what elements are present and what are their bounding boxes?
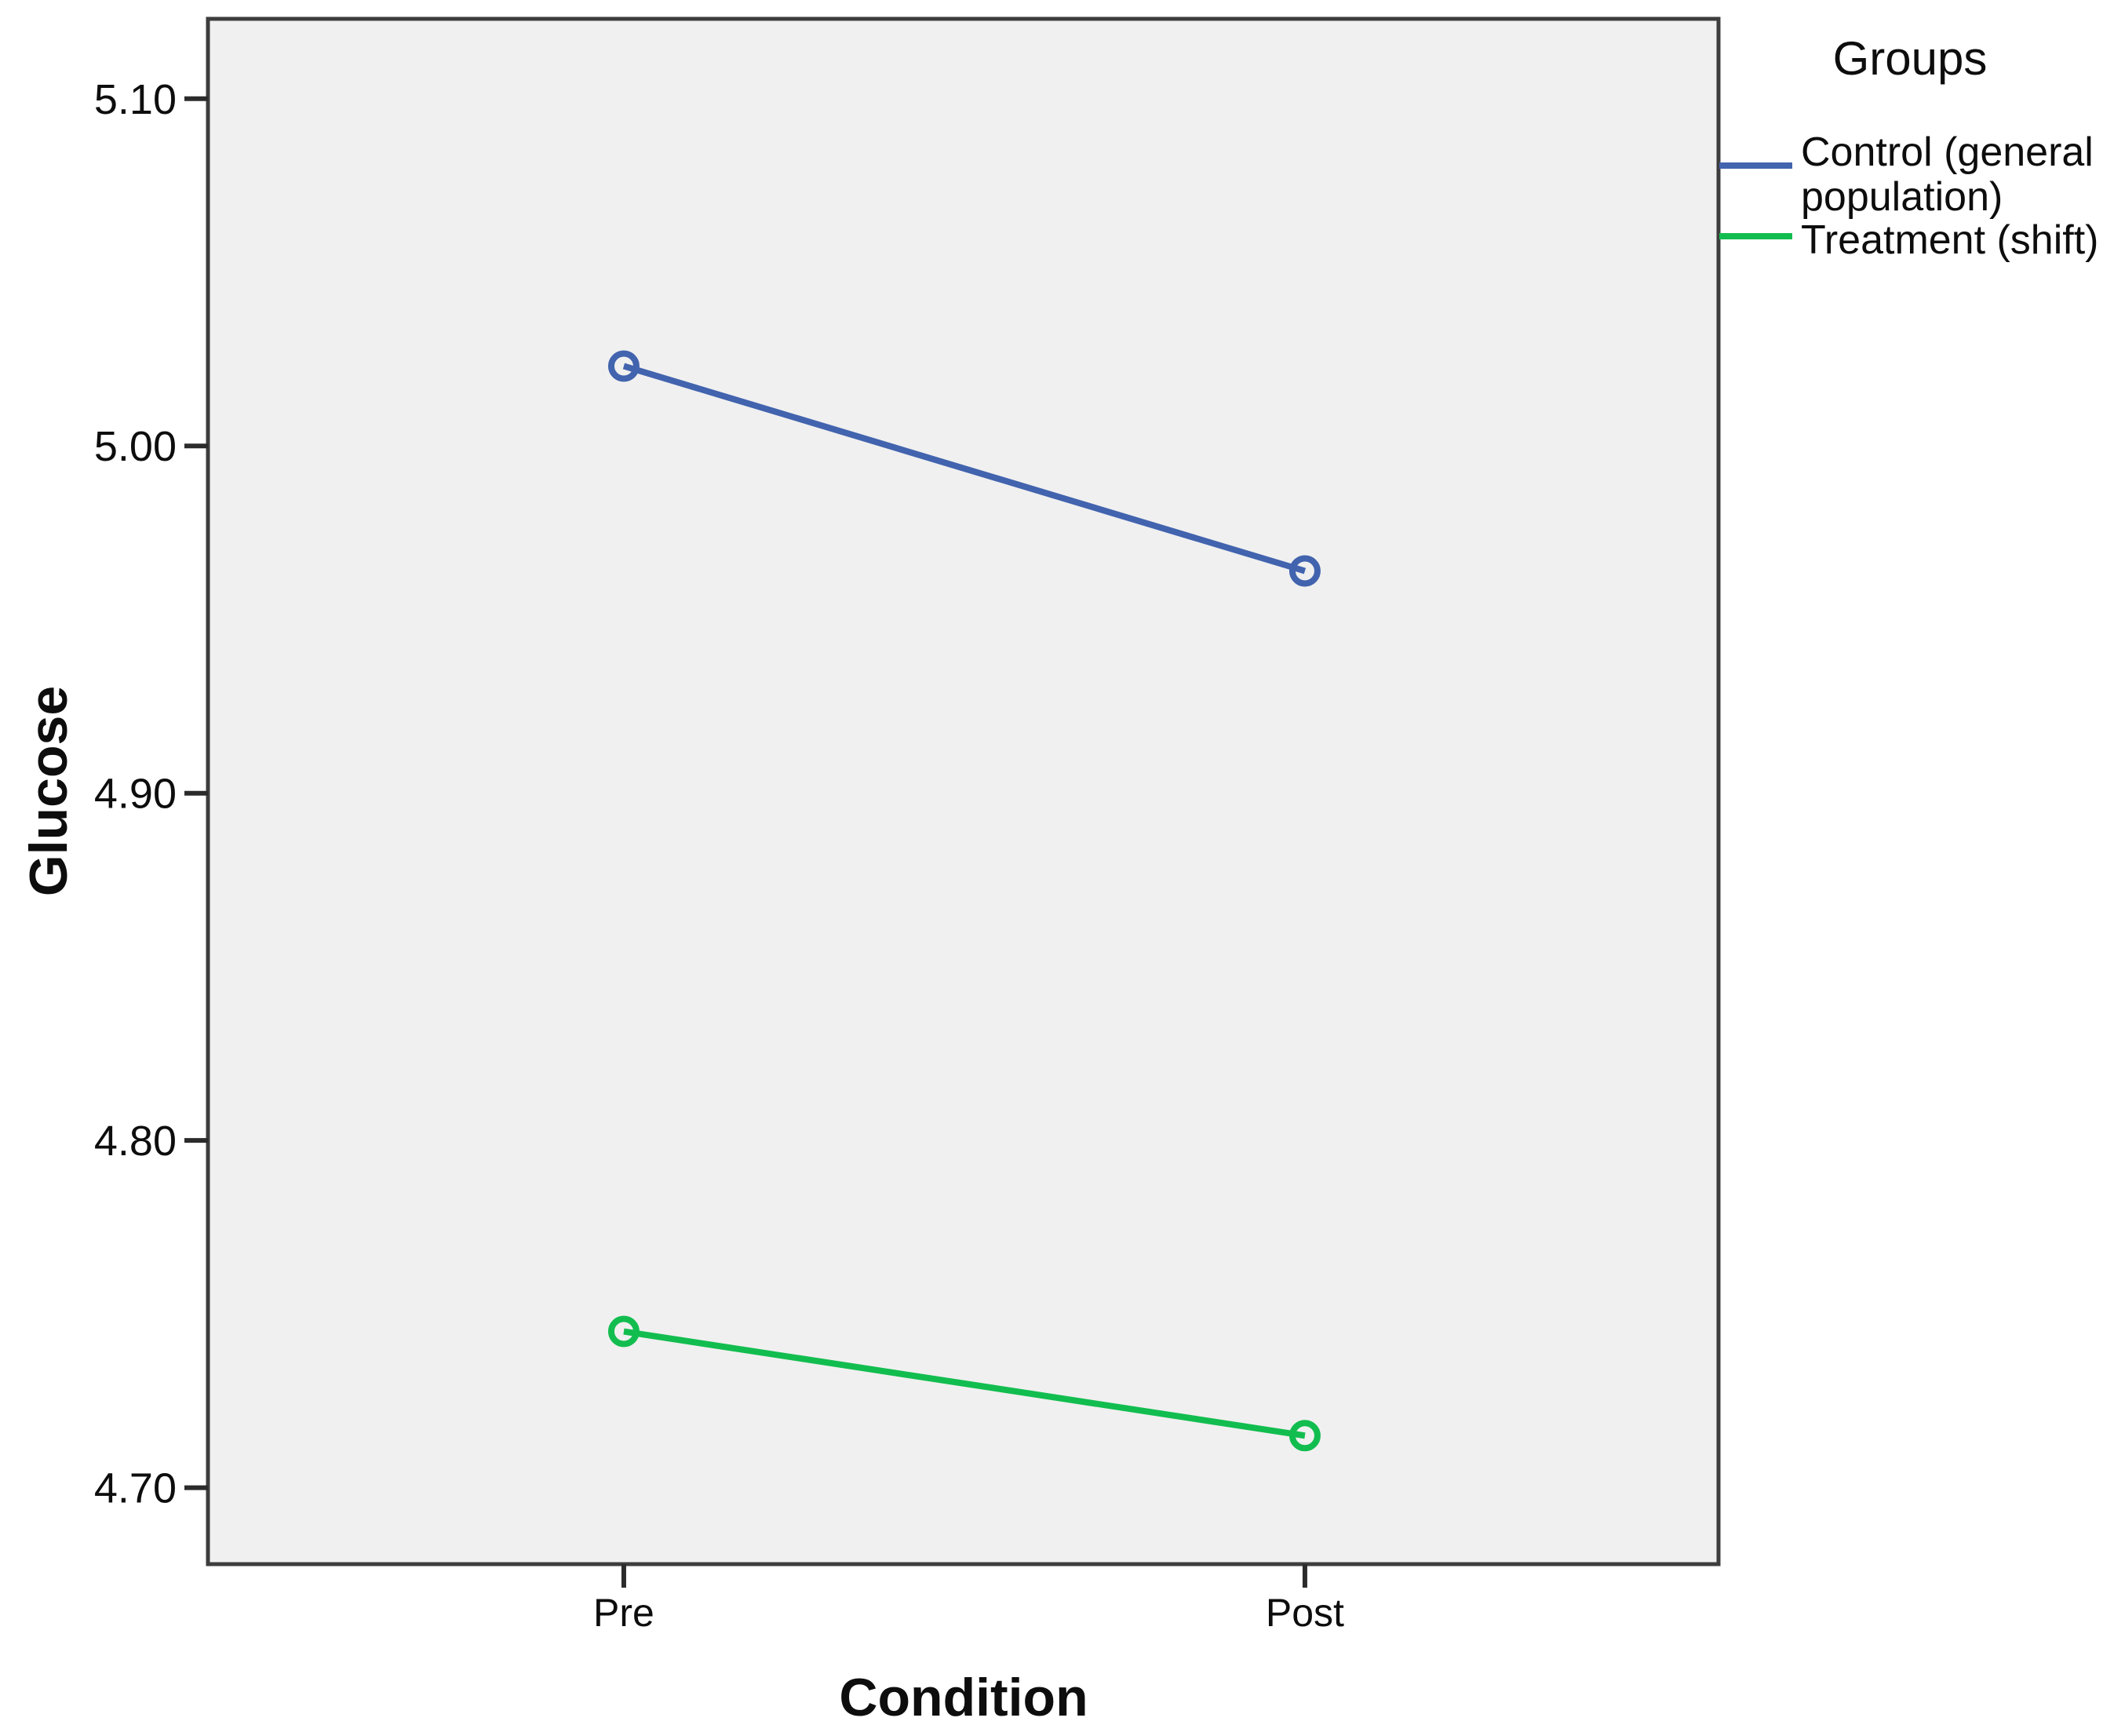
y-axis-title: Glucose bbox=[19, 685, 78, 897]
x-tick-label: Pre bbox=[593, 1591, 654, 1635]
y-tick-label: 4.70 bbox=[94, 1465, 177, 1512]
legend-label-control: Control (general population) bbox=[1801, 129, 2094, 220]
legend-title: Groups bbox=[1832, 32, 1988, 85]
series-line-1 bbox=[623, 1328, 1306, 1439]
y-tick-label: 4.80 bbox=[94, 1118, 177, 1165]
y-tick-label: 4.90 bbox=[94, 771, 177, 818]
y-tick-label: 5.10 bbox=[94, 76, 177, 123]
x-tick-label: Post bbox=[1266, 1591, 1344, 1635]
data-point-0-1 bbox=[1288, 555, 1321, 587]
legend-label-treatment: Treatment (shift) bbox=[1801, 217, 2099, 263]
series-line-0 bbox=[622, 363, 1307, 574]
y-tick-label: 5.00 bbox=[94, 423, 177, 470]
data-point-0-0 bbox=[607, 350, 640, 382]
plot-frame bbox=[206, 16, 1721, 1566]
x-axis-title: Condition bbox=[839, 1668, 1088, 1727]
data-point-1-0 bbox=[607, 1315, 640, 1348]
data-point-1-1 bbox=[1288, 1420, 1321, 1452]
